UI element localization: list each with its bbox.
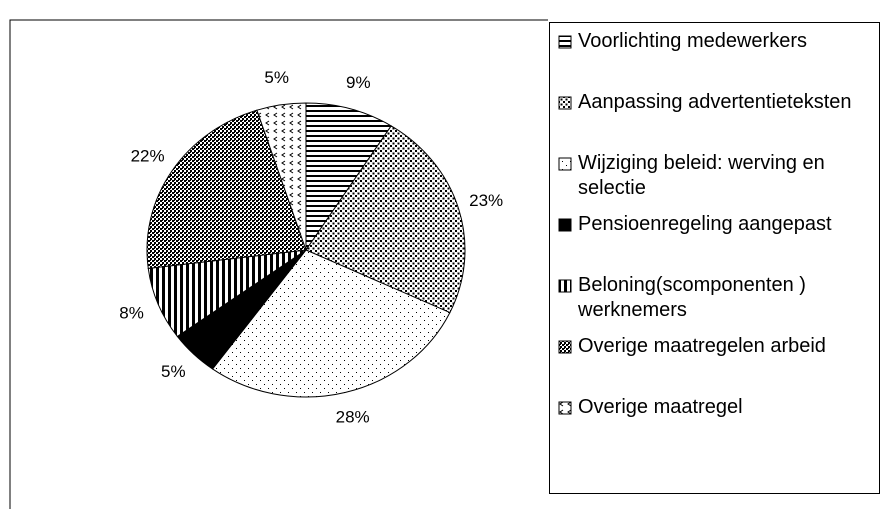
legend-item: Wijziging beleid: werving en selectie [558,151,873,212]
pie-slice [146,109,307,269]
legend-label: Voorlichting medewerkers [578,30,807,52]
legend-swatch [558,218,572,232]
pie-slice [305,102,392,252]
data-label: 22% [131,147,165,166]
swatch [558,340,572,354]
swatch [558,218,572,232]
legend-item: Overige maatregelen arbeid [558,334,873,395]
legend-label: Wijziging beleid: werving en selectie [578,152,825,199]
data-label: 28% [336,407,370,426]
data-label: 5% [264,68,289,87]
legend: Voorlichting medewerkers Aanpassing adver… [549,22,880,494]
legend-item: Pensioenregeling aangepast [558,212,873,273]
legend-swatch [558,35,572,49]
swatch [558,401,572,415]
legend-label: Beloning(scomponenten ) werknemers [578,274,806,321]
legend-label: Pensioenregeling aangepast [578,213,832,235]
pie-slice [305,125,466,314]
data-label: 5% [161,362,186,381]
swatch [558,96,572,110]
legend-label: Overige maatregel [578,396,743,418]
legend-swatch [558,279,572,293]
swatch [558,157,572,171]
data-label: 8% [119,303,144,322]
data-label: 9% [346,73,371,92]
frame [9,19,548,509]
legend-label: Overige maatregelen arbeid [578,335,826,357]
legend-item: Voorlichting medewerkers [558,29,873,90]
legend-swatch [558,157,572,171]
legend-item: Overige maatregel [558,395,873,456]
swatch [558,35,572,49]
pie-slice [211,249,451,398]
legend-label: Aanpassing advertentieteksten [578,91,852,113]
data-label: 23% [469,191,503,210]
pie-slice [256,102,307,251]
legend-item: Aanpassing advertentieteksten [558,90,873,151]
legend-swatch [558,96,572,110]
swatch [558,279,572,293]
legend-swatch [558,401,572,415]
legend-item: Beloning(scomponenten ) werknemers [558,273,873,334]
legend-swatch [558,340,572,354]
